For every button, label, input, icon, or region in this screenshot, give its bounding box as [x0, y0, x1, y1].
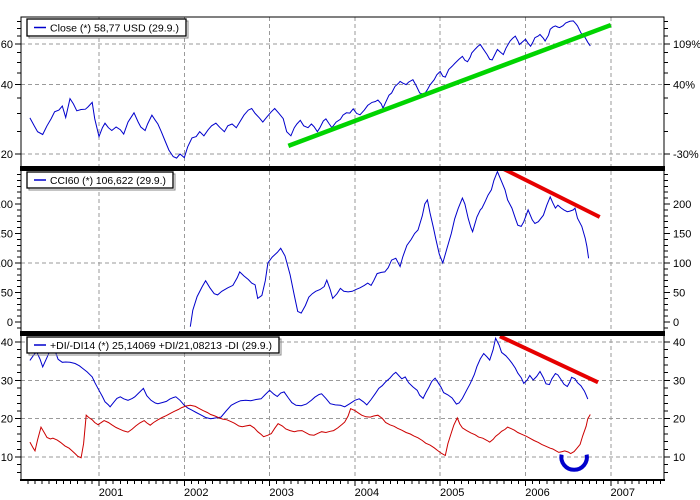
legend-cci: CCI60 (*) 106,622 (29.9.)	[26, 171, 176, 191]
cci-ylabel-right-200: 200	[673, 199, 691, 211]
x-year-label-2002: 2002	[184, 487, 208, 499]
x-year-label-2003: 2003	[269, 487, 293, 499]
cci-ylabel-right-0: 0	[673, 317, 679, 329]
di-ylabel-left-40: 40	[1, 337, 13, 349]
close-ylabel-left-60: 60	[1, 39, 13, 51]
panel-separator-1	[20, 166, 665, 171]
di-ylabel-right-40: 40	[673, 337, 685, 349]
legend-text-close: Close (*) 58,77 USD (29.9.)	[50, 23, 179, 35]
close-ylabel-right--30%: -30%	[673, 149, 699, 161]
panel-close	[29, 20, 612, 159]
di-series-di-line	[29, 336, 589, 420]
plot-border	[20, 16, 665, 481]
close-trendline	[287, 22, 612, 148]
di-ylabel-right-20: 20	[673, 414, 685, 426]
di-ylabel-left-10: 10	[1, 452, 13, 464]
cci-ylabel-right-100: 100	[673, 258, 691, 270]
close-ylabel-right-40%: 40%	[673, 80, 695, 92]
di-ylabel-right-10: 10	[673, 452, 685, 464]
x-year-label-2007: 2007	[611, 487, 635, 499]
di-ylabel-left-30: 30	[1, 375, 13, 387]
panel-cci	[189, 171, 601, 327]
di-series-di-line	[29, 404, 591, 459]
legend-close: Close (*) 58,77 USD (29.9.)	[26, 18, 189, 39]
cci-trendline	[503, 171, 601, 219]
cci-ylabel-right-150: 150	[673, 229, 691, 241]
x-year-label-2001: 2001	[99, 487, 123, 499]
gridlines-layer	[21, 17, 664, 480]
legend-box-di	[26, 336, 280, 354]
cci-series-cci60-line	[189, 171, 590, 327]
panel-di	[29, 336, 599, 472]
di-ylabel-left-20: 20	[1, 414, 13, 426]
cci-ylabel-left-0: 0	[7, 317, 13, 329]
cci-ylabel-right-50: 50	[673, 288, 685, 300]
y-ticks-layer: 604020109%40%-30%20015010050020015010050…	[0, 21, 700, 473]
legend-box-cci	[26, 171, 174, 189]
legend-text-di: +DI/-DI14 (*) 25,14069 +DI/21,08213 -DI …	[50, 340, 272, 352]
di-trendline	[499, 336, 599, 385]
legend-text-cci: CCI60 (*) 106,622 (29.9.)	[50, 175, 166, 187]
frame-layer	[20, 16, 665, 481]
x-axis-layer: 2001 2002 2003 2004 2005 2006 2007	[27, 480, 662, 499]
panel-separator-2	[20, 331, 665, 336]
x-year-label-2006: 2006	[525, 487, 549, 499]
di-ylabel-right-30: 30	[673, 375, 685, 387]
x-year-label-2004: 2004	[355, 487, 379, 499]
cci-ylabel-left-150: 150	[0, 229, 13, 241]
di-annotation-arc	[559, 454, 589, 472]
legend-di: +DI/-DI14 (*) 25,14069 +DI/21,08213 -DI …	[26, 336, 282, 356]
x-year-label-2005: 2005	[440, 487, 464, 499]
close-ylabel-left-20: 20	[1, 149, 13, 161]
cci-ylabel-left-100: 100	[0, 258, 13, 270]
legend-box-close	[26, 18, 187, 37]
cci-ylabel-left-50: 50	[1, 288, 13, 300]
close-ylabel-left-40: 40	[1, 80, 13, 92]
close-ylabel-right-109%: 109%	[673, 39, 700, 51]
cci-ylabel-left-200: 200	[0, 199, 13, 211]
close-series-close-line	[29, 20, 591, 159]
